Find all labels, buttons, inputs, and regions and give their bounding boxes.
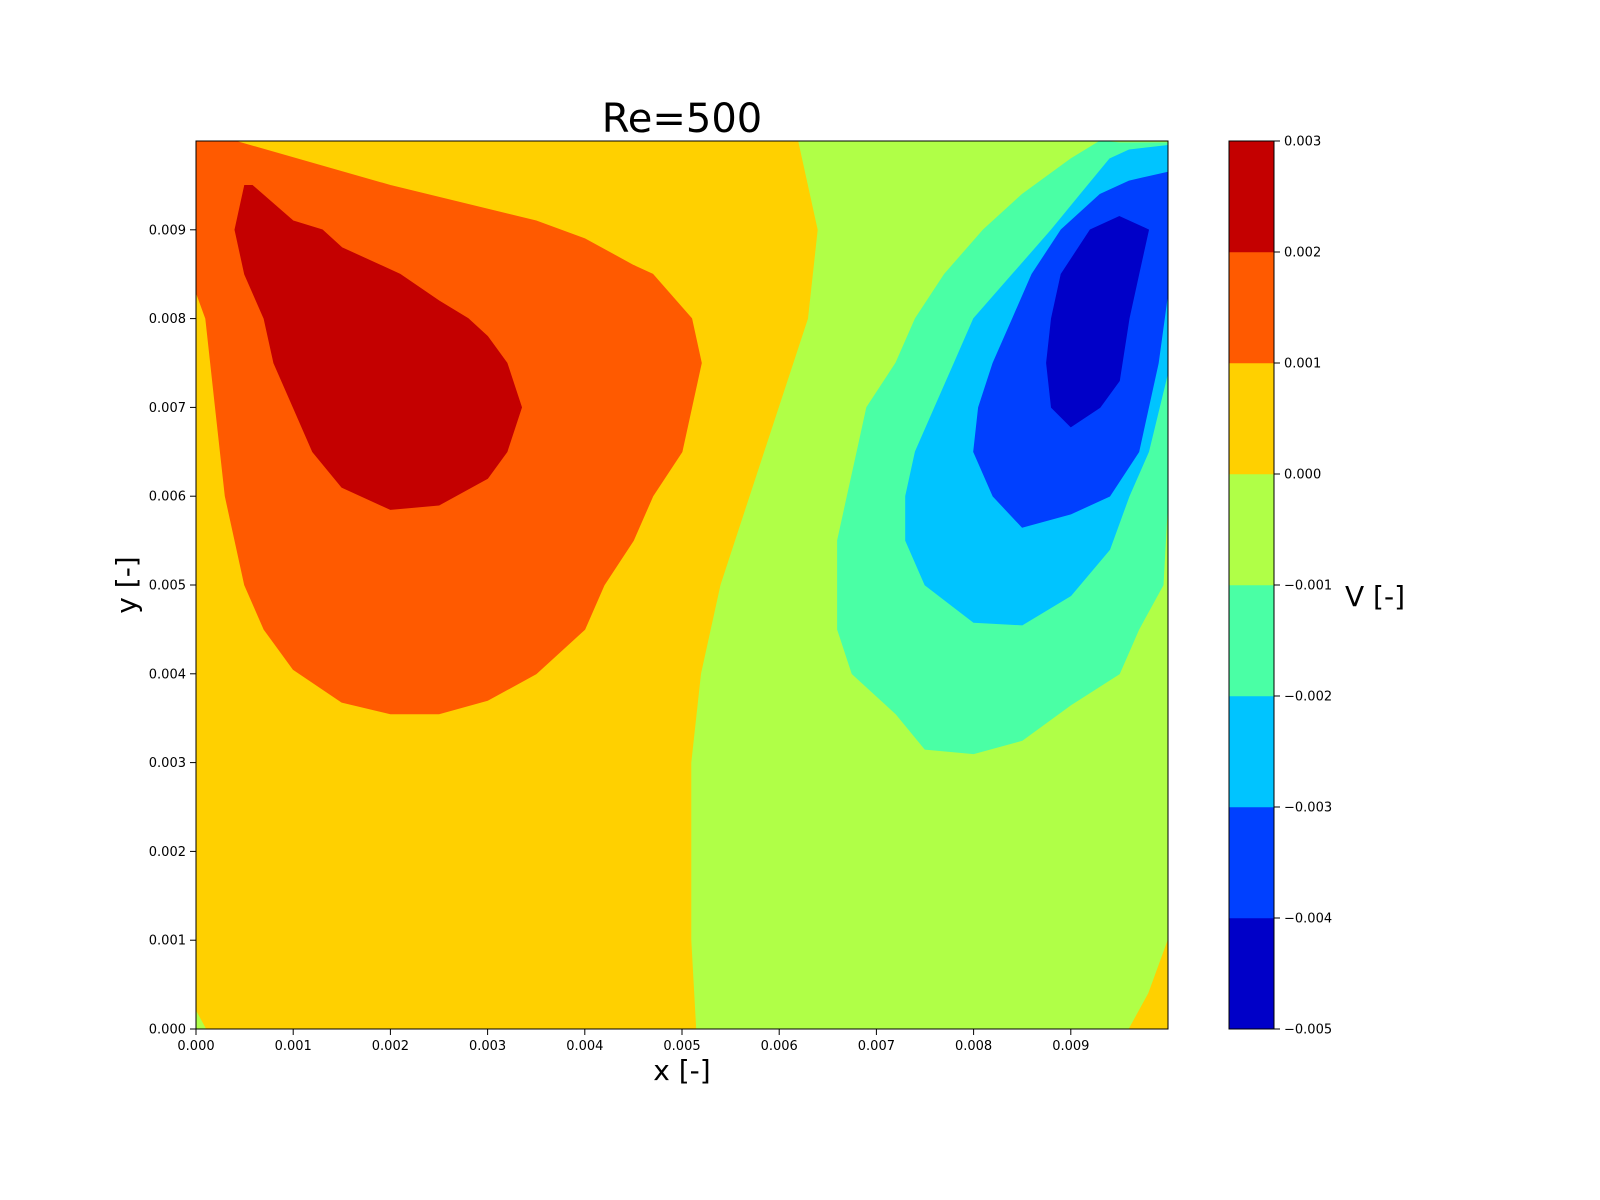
colorbar-tick-label: 0.002 [1284,246,1321,261]
x-tick-label: 0.002 [372,1039,409,1054]
x-tick-label: 0.009 [1052,1039,1089,1054]
x-tick-label: 0.003 [469,1039,506,1054]
x-tick-label: 0.007 [858,1039,895,1054]
contour-regions [196,141,1168,1029]
y-tick-label: 0.004 [149,667,186,682]
colorbar-tick-label: −0.001 [1284,579,1332,594]
x-axis: 0.000 0.001 0.002 0.003 0.004 0.005 0.006 0.007… [177,1029,1089,1054]
colorbar [1228,140,1275,1030]
colorbar-tick-label: −0.002 [1284,690,1332,705]
colorbar-segment [1228,362,1275,475]
y-tick-label: 0.000 [149,1023,186,1038]
y-tick-label: 0.003 [149,756,186,771]
colorbar-tick-label: −0.004 [1284,912,1332,927]
colorbar-axis: 0.003 0.002 0.001 0.000 −0.001 −0.002 −0.003 −0… [1274,135,1332,1038]
y-tick-label: 0.002 [149,845,186,860]
colorbar-segment [1228,251,1275,364]
y-tick-label: 0.005 [149,579,186,594]
colorbar-segment [1228,806,1275,919]
colorbar-segment [1228,584,1275,697]
x-tick-label: 0.004 [566,1039,603,1054]
x-tick-label: 0.001 [275,1039,312,1054]
y-tick-label: 0.009 [149,223,186,238]
colorbar-segment [1228,140,1275,253]
chart-title: Re=500 [602,96,762,142]
colorbar-tick-label: 0.001 [1284,357,1321,372]
colorbar-label: V [-] [1345,580,1405,613]
contour-region-left-inner [234,184,523,510]
x-tick-label: 0.005 [663,1039,700,1054]
contour-region-corner-bottom-left [196,1011,207,1029]
x-tick-label: 0.000 [177,1039,214,1054]
x-tick-label: 0.008 [955,1039,992,1054]
colorbar-tick-label: −0.003 [1284,801,1332,816]
y-tick-label: 0.008 [149,312,186,327]
contour-region-right-core [1046,216,1150,428]
colorbar-tick-label: 0.003 [1284,135,1321,150]
colorbar-segment [1228,917,1275,1030]
x-axis-label: x [-] [653,1054,710,1087]
colorbar-tick-label: 0.000 [1284,468,1321,483]
x-tick-label: 0.006 [761,1039,798,1054]
y-tick-label: 0.006 [149,490,186,505]
colorbar-segment [1228,473,1275,586]
y-tick-label: 0.001 [149,934,186,949]
colorbar-tick-label: −0.005 [1284,1023,1332,1038]
y-tick-label: 0.007 [149,401,186,416]
y-axis: 0.000 0.001 0.002 0.003 0.004 0.005 0.006 0.007… [149,223,196,1038]
y-axis-label: y [-] [110,556,143,613]
contour-region-corner-bottom-right [1128,940,1168,1029]
colorbar-segment [1228,695,1275,808]
